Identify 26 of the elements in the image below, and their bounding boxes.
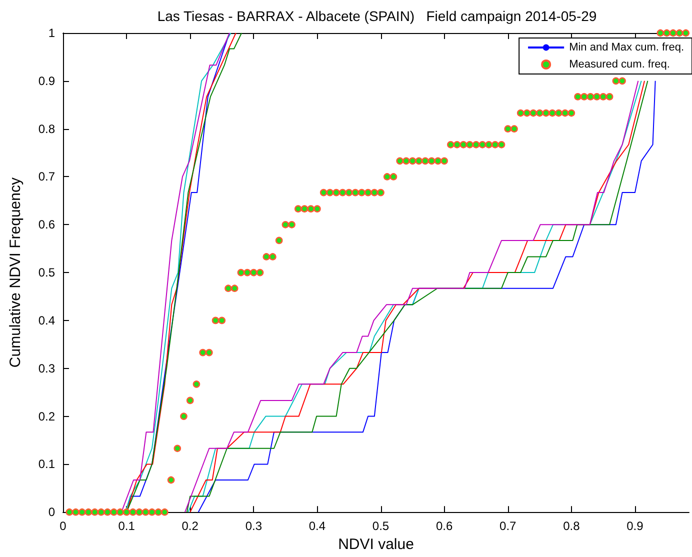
y-tick-label: 0.9 [38, 74, 56, 88]
y-tick-label: 0.4 [38, 313, 56, 328]
x-tick-label: 0.1 [118, 519, 136, 534]
y-tick-label: 0.8 [38, 122, 56, 136]
legend-label: Measured cum. freq. [569, 58, 670, 70]
y-tick-label: 0.2 [38, 409, 56, 424]
x-tick-label: 0.5 [372, 519, 390, 534]
y-tick-label: 0.1 [38, 457, 56, 472]
x-tick-label: 0.4 [308, 519, 326, 534]
y-axis-title: Cumulative NDVI Frequency [7, 177, 24, 368]
y-tick-label: 0.6 [38, 218, 56, 232]
legend-label: Min and Max cum. freq. [569, 42, 684, 54]
x-tick-label: 0.7 [500, 519, 517, 534]
x-tick-label: 0.6 [436, 519, 453, 534]
y-tick-label: 0 [48, 505, 56, 520]
chart-title: Las Tiesas - BARRAX - Albacete (SPAIN) Field campaign 2014-05-29 [157, 8, 597, 24]
x-axis-title: NDVI value [338, 536, 414, 553]
x-tick-label: 0.2 [182, 519, 199, 534]
x-tick-label: 0.8 [563, 519, 580, 534]
x-tick-label: 0.9 [626, 519, 644, 534]
x-tick-label: 0.3 [245, 519, 262, 534]
x-tick-label: 0 [60, 519, 67, 534]
y-tick-label: 1 [48, 26, 56, 40]
y-tick-label: 0.7 [38, 170, 56, 184]
y-tick-label: 0.3 [38, 361, 56, 376]
y-tick-label: 0.5 [38, 266, 56, 280]
